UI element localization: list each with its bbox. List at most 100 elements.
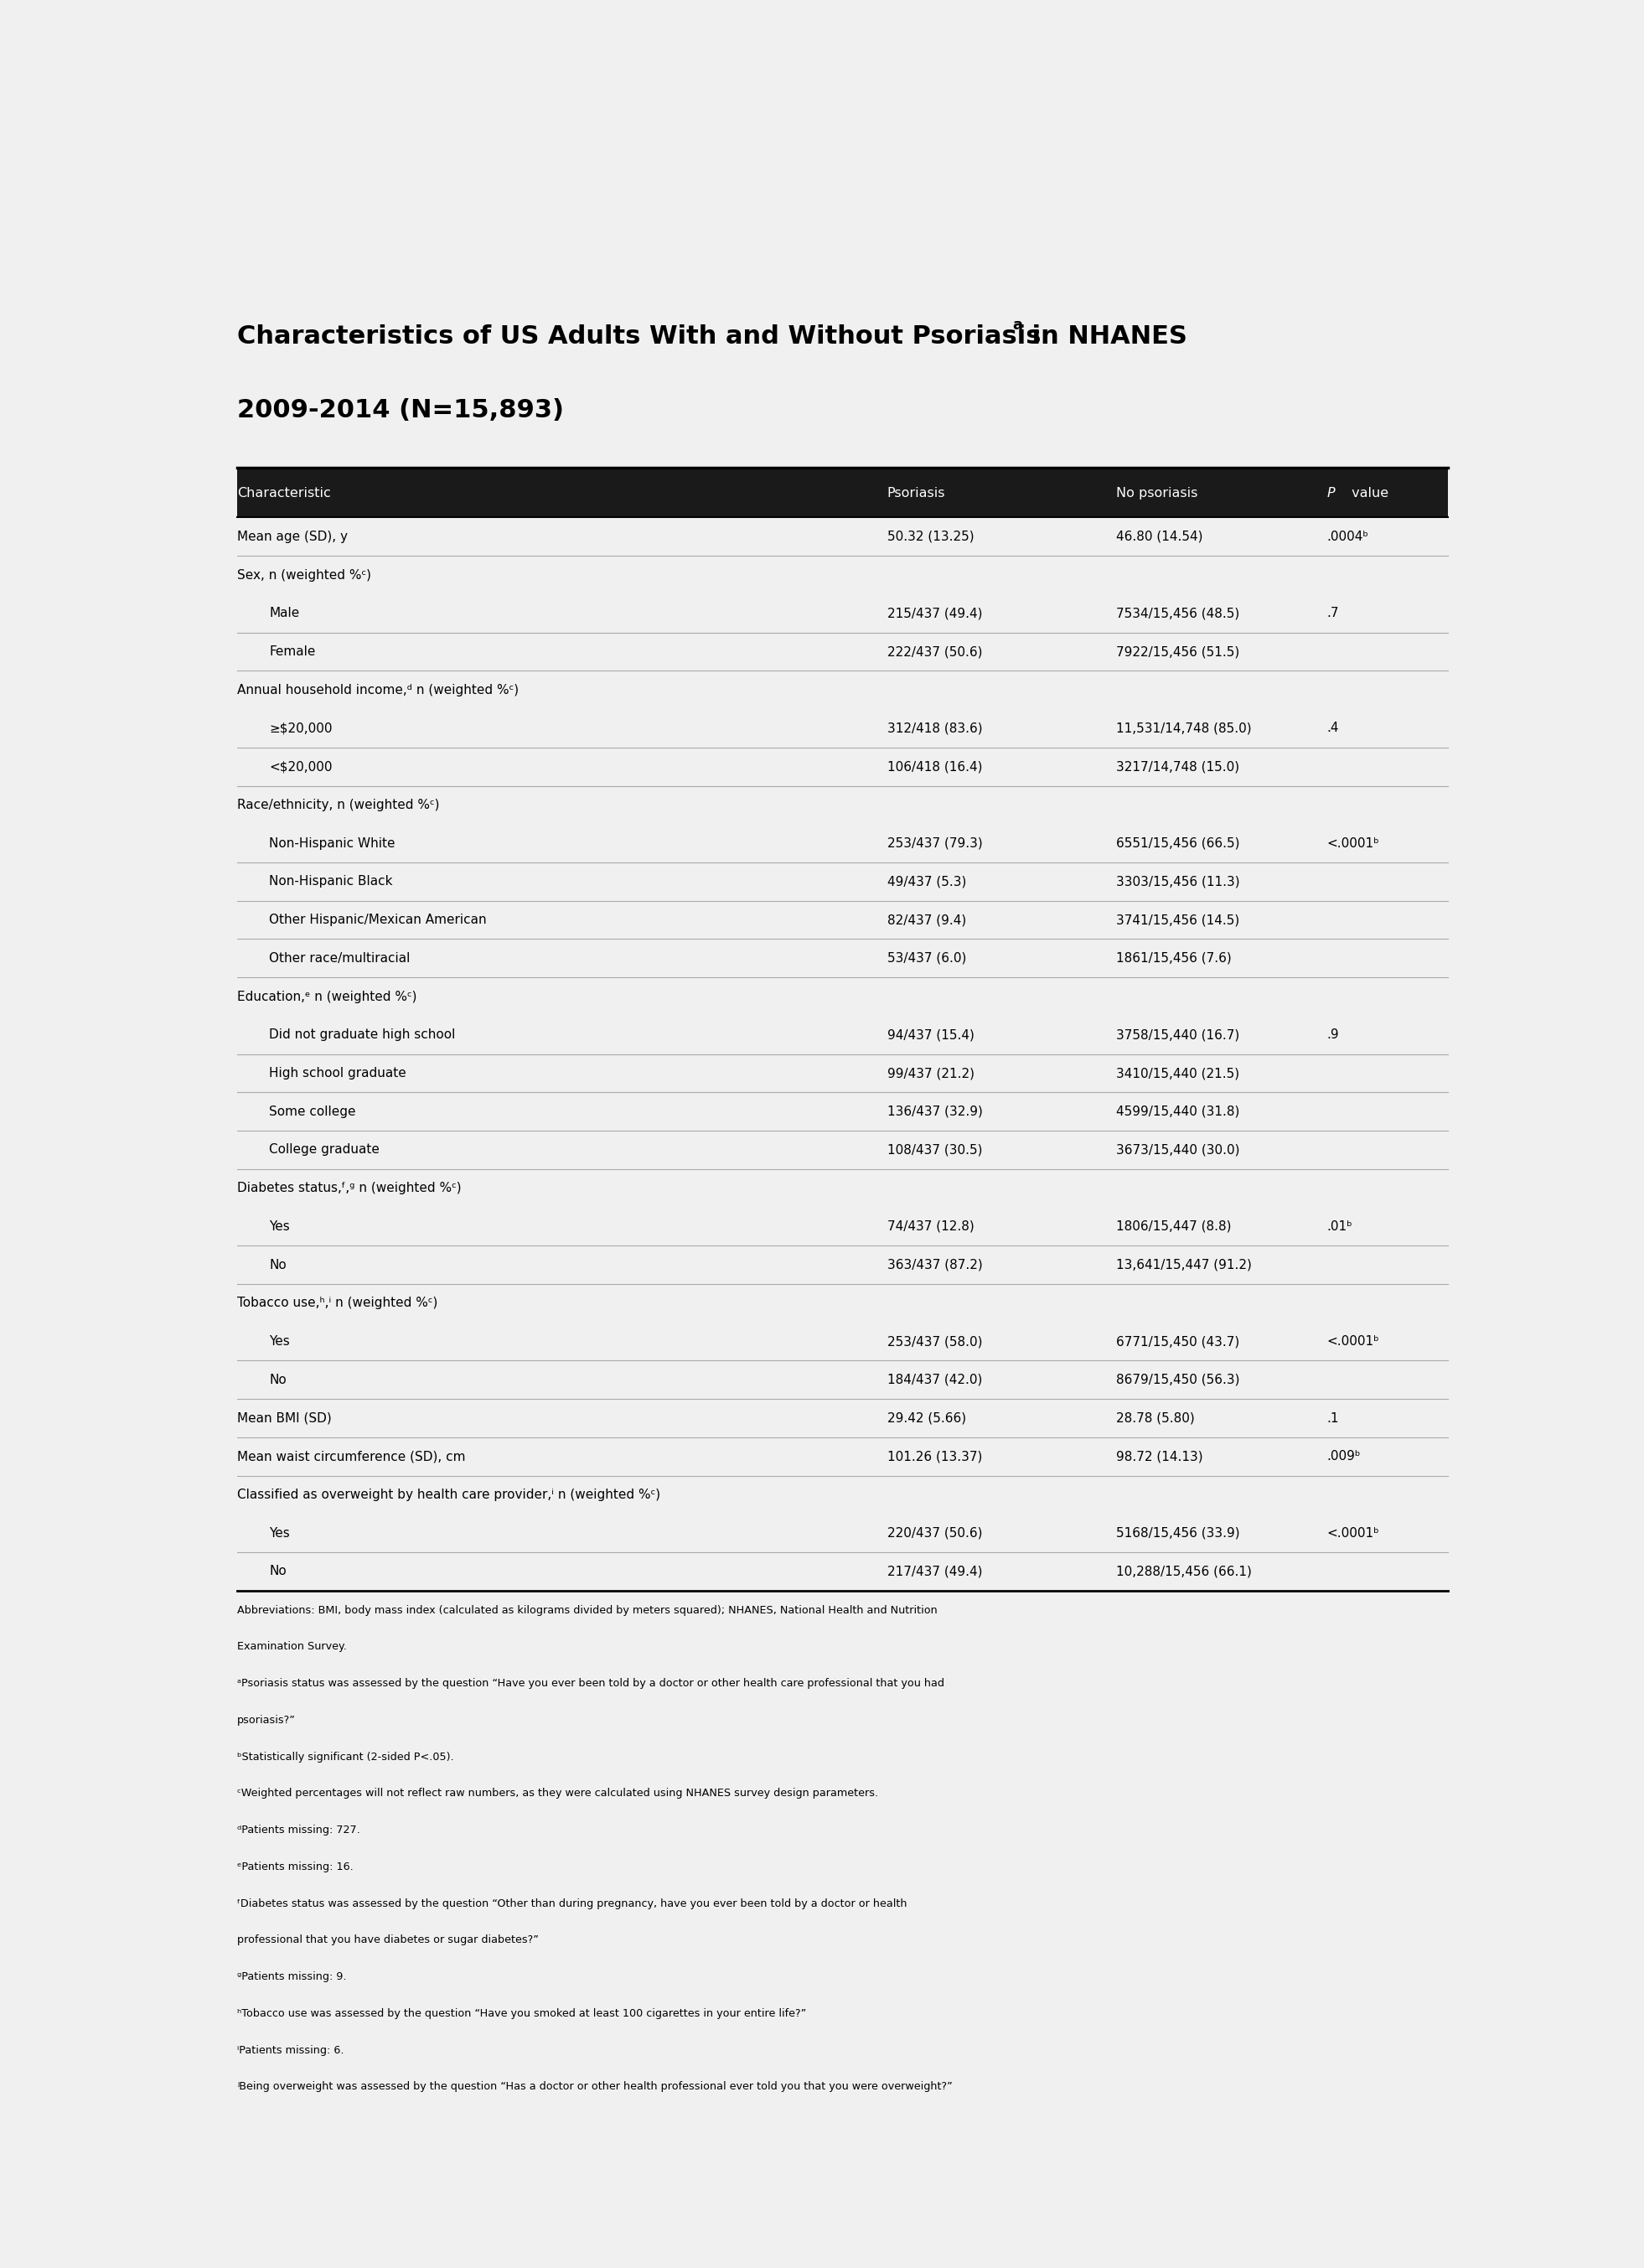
Text: 363/437 (87.2): 363/437 (87.2) [888, 1259, 983, 1270]
Text: Psoriasis: Psoriasis [888, 488, 945, 499]
Text: No psoriasis: No psoriasis [1116, 488, 1198, 499]
Text: Characteristic: Characteristic [237, 488, 330, 499]
Text: Examination Survey.: Examination Survey. [237, 1642, 347, 1651]
Bar [237, 469, 1448, 517]
Text: ᵈPatients missing: 727.: ᵈPatients missing: 727. [237, 1826, 360, 1835]
Text: a: a [1013, 318, 1023, 333]
Text: .0004ᵇ: .0004ᵇ [1327, 531, 1368, 542]
Text: Yes: Yes [270, 1220, 289, 1234]
Text: 101.26 (13.37): 101.26 (13.37) [888, 1449, 981, 1463]
Text: 82/437 (9.4): 82/437 (9.4) [888, 914, 967, 925]
Text: 3410/15,440 (21.5): 3410/15,440 (21.5) [1116, 1066, 1240, 1080]
Text: Tobacco use,ʰ,ⁱ n (weighted %ᶜ): Tobacco use,ʰ,ⁱ n (weighted %ᶜ) [237, 1297, 437, 1309]
Text: 3741/15,456 (14.5): 3741/15,456 (14.5) [1116, 914, 1240, 925]
Text: Yes: Yes [270, 1526, 289, 1540]
Text: 49/437 (5.3): 49/437 (5.3) [888, 875, 967, 887]
Text: Annual household income,ᵈ n (weighted %ᶜ): Annual household income,ᵈ n (weighted %ᶜ… [237, 683, 520, 696]
Text: 2009-2014 (N=15,893): 2009-2014 (N=15,893) [237, 397, 564, 422]
Text: ʲBeing overweight was assessed by the question “Has a doctor or other health pro: ʲBeing overweight was assessed by the qu… [237, 2082, 954, 2093]
Text: Yes: Yes [270, 1336, 289, 1347]
Text: 312/418 (83.6): 312/418 (83.6) [888, 721, 983, 735]
Text: 13,641/15,447 (91.2): 13,641/15,447 (91.2) [1116, 1259, 1253, 1270]
Text: 53/437 (6.0): 53/437 (6.0) [888, 953, 967, 964]
Text: ᵉPatients missing: 16.: ᵉPatients missing: 16. [237, 1862, 353, 1873]
Text: 11,531/14,748 (85.0): 11,531/14,748 (85.0) [1116, 721, 1253, 735]
Text: Characteristics of US Adults With and Without Psoriasis: Characteristics of US Adults With and Wi… [237, 324, 1041, 349]
Text: <.0001ᵇ: <.0001ᵇ [1327, 837, 1379, 850]
Text: 215/437 (49.4): 215/437 (49.4) [888, 608, 981, 619]
Text: 3217/14,748 (15.0): 3217/14,748 (15.0) [1116, 760, 1240, 773]
Text: 6771/15,450 (43.7): 6771/15,450 (43.7) [1116, 1336, 1240, 1347]
Text: 94/437 (15.4): 94/437 (15.4) [888, 1030, 975, 1041]
Text: No: No [270, 1565, 286, 1579]
Text: No: No [270, 1259, 286, 1270]
Text: 29.42 (5.66): 29.42 (5.66) [888, 1413, 967, 1424]
Text: .01ᵇ: .01ᵇ [1327, 1220, 1353, 1234]
Text: ⁱPatients missing: 6.: ⁱPatients missing: 6. [237, 2046, 344, 2055]
Text: Did not graduate high school: Did not graduate high school [270, 1030, 455, 1041]
Text: ≥$20,000: ≥$20,000 [270, 721, 332, 735]
Text: .1: .1 [1327, 1413, 1338, 1424]
Text: 6551/15,456 (66.5): 6551/15,456 (66.5) [1116, 837, 1240, 850]
Text: 3303/15,456 (11.3): 3303/15,456 (11.3) [1116, 875, 1240, 887]
Text: Other race/multiracial: Other race/multiracial [270, 953, 411, 964]
Text: ᵇStatistically significant (2-sided P<.05).: ᵇStatistically significant (2-sided P<.0… [237, 1751, 454, 1762]
Text: 184/437 (42.0): 184/437 (42.0) [888, 1374, 981, 1386]
Text: 74/437 (12.8): 74/437 (12.8) [888, 1220, 975, 1234]
Text: Classified as overweight by health care provider,ⁱ n (weighted %ᶜ): Classified as overweight by health care … [237, 1488, 661, 1501]
Text: 253/437 (79.3): 253/437 (79.3) [888, 837, 983, 850]
Text: .4: .4 [1327, 721, 1338, 735]
Text: 3673/15,440 (30.0): 3673/15,440 (30.0) [1116, 1143, 1240, 1157]
Text: 1806/15,447 (8.8): 1806/15,447 (8.8) [1116, 1220, 1231, 1234]
Text: Male: Male [270, 608, 299, 619]
Text: 1861/15,456 (7.6): 1861/15,456 (7.6) [1116, 953, 1231, 964]
Text: 7534/15,456 (48.5): 7534/15,456 (48.5) [1116, 608, 1240, 619]
Text: Race/ethnicity, n (weighted %ᶜ): Race/ethnicity, n (weighted %ᶜ) [237, 798, 439, 812]
Text: in NHANES: in NHANES [1024, 324, 1187, 349]
Text: 217/437 (49.4): 217/437 (49.4) [888, 1565, 981, 1579]
Text: P: P [1327, 488, 1335, 499]
Text: 253/437 (58.0): 253/437 (58.0) [888, 1336, 981, 1347]
Text: ʰTobacco use was assessed by the question “Have you smoked at least 100 cigarett: ʰTobacco use was assessed by the questio… [237, 2007, 807, 2019]
Text: <.0001ᵇ: <.0001ᵇ [1327, 1526, 1379, 1540]
Text: Diabetes status,ᶠ,ᵍ n (weighted %ᶜ): Diabetes status,ᶠ,ᵍ n (weighted %ᶜ) [237, 1182, 462, 1195]
Text: ᶜWeighted percentages will not reflect raw numbers, as they were calculated usin: ᶜWeighted percentages will not reflect r… [237, 1787, 878, 1799]
Text: Non-Hispanic Black: Non-Hispanic Black [270, 875, 393, 887]
Text: psoriasis?”: psoriasis?” [237, 1715, 296, 1726]
Text: 136/437 (32.9): 136/437 (32.9) [888, 1105, 983, 1118]
Text: ᶠDiabetes status was assessed by the question “Other than during pregnancy, have: ᶠDiabetes status was assessed by the que… [237, 1898, 907, 1910]
Text: ᵍPatients missing: 9.: ᵍPatients missing: 9. [237, 1971, 347, 1982]
Text: College graduate: College graduate [270, 1143, 380, 1157]
Text: 10,288/15,456 (66.1): 10,288/15,456 (66.1) [1116, 1565, 1253, 1579]
Text: 3758/15,440 (16.7): 3758/15,440 (16.7) [1116, 1030, 1240, 1041]
Text: 46.80 (14.54): 46.80 (14.54) [1116, 531, 1203, 542]
Text: .009ᵇ: .009ᵇ [1327, 1449, 1361, 1463]
Text: 7922/15,456 (51.5): 7922/15,456 (51.5) [1116, 646, 1240, 658]
Text: Education,ᵉ n (weighted %ᶜ): Education,ᵉ n (weighted %ᶜ) [237, 991, 418, 1002]
Text: 5168/15,456 (33.9): 5168/15,456 (33.9) [1116, 1526, 1240, 1540]
Text: Some college: Some college [270, 1105, 357, 1118]
Text: 108/437 (30.5): 108/437 (30.5) [888, 1143, 981, 1157]
Text: No: No [270, 1374, 286, 1386]
Text: 222/437 (50.6): 222/437 (50.6) [888, 646, 981, 658]
Text: Other Hispanic/Mexican American: Other Hispanic/Mexican American [270, 914, 487, 925]
Text: 106/418 (16.4): 106/418 (16.4) [888, 760, 981, 773]
Text: ᵃPsoriasis status was assessed by the question “Have you ever been told by a doc: ᵃPsoriasis status was assessed by the qu… [237, 1678, 945, 1690]
Text: 220/437 (50.6): 220/437 (50.6) [888, 1526, 981, 1540]
Text: <$20,000: <$20,000 [270, 760, 332, 773]
Text: Sex, n (weighted %ᶜ): Sex, n (weighted %ᶜ) [237, 569, 372, 581]
Text: 28.78 (5.80): 28.78 (5.80) [1116, 1413, 1195, 1424]
Text: value: value [1346, 488, 1388, 499]
Text: <.0001ᵇ: <.0001ᵇ [1327, 1336, 1379, 1347]
Text: Mean BMI (SD): Mean BMI (SD) [237, 1413, 332, 1424]
Text: 99/437 (21.2): 99/437 (21.2) [888, 1066, 975, 1080]
Text: professional that you have diabetes or sugar diabetes?”: professional that you have diabetes or s… [237, 1935, 539, 1946]
Text: 8679/15,450 (56.3): 8679/15,450 (56.3) [1116, 1374, 1240, 1386]
Text: Abbreviations: BMI, body mass index (calculated as kilograms divided by meters s: Abbreviations: BMI, body mass index (cal… [237, 1606, 937, 1615]
Text: High school graduate: High school graduate [270, 1066, 406, 1080]
Text: 4599/15,440 (31.8): 4599/15,440 (31.8) [1116, 1105, 1240, 1118]
Text: .9: .9 [1327, 1030, 1338, 1041]
Text: .7: .7 [1327, 608, 1338, 619]
Text: Mean waist circumference (SD), cm: Mean waist circumference (SD), cm [237, 1449, 465, 1463]
Text: Non-Hispanic White: Non-Hispanic White [270, 837, 395, 850]
